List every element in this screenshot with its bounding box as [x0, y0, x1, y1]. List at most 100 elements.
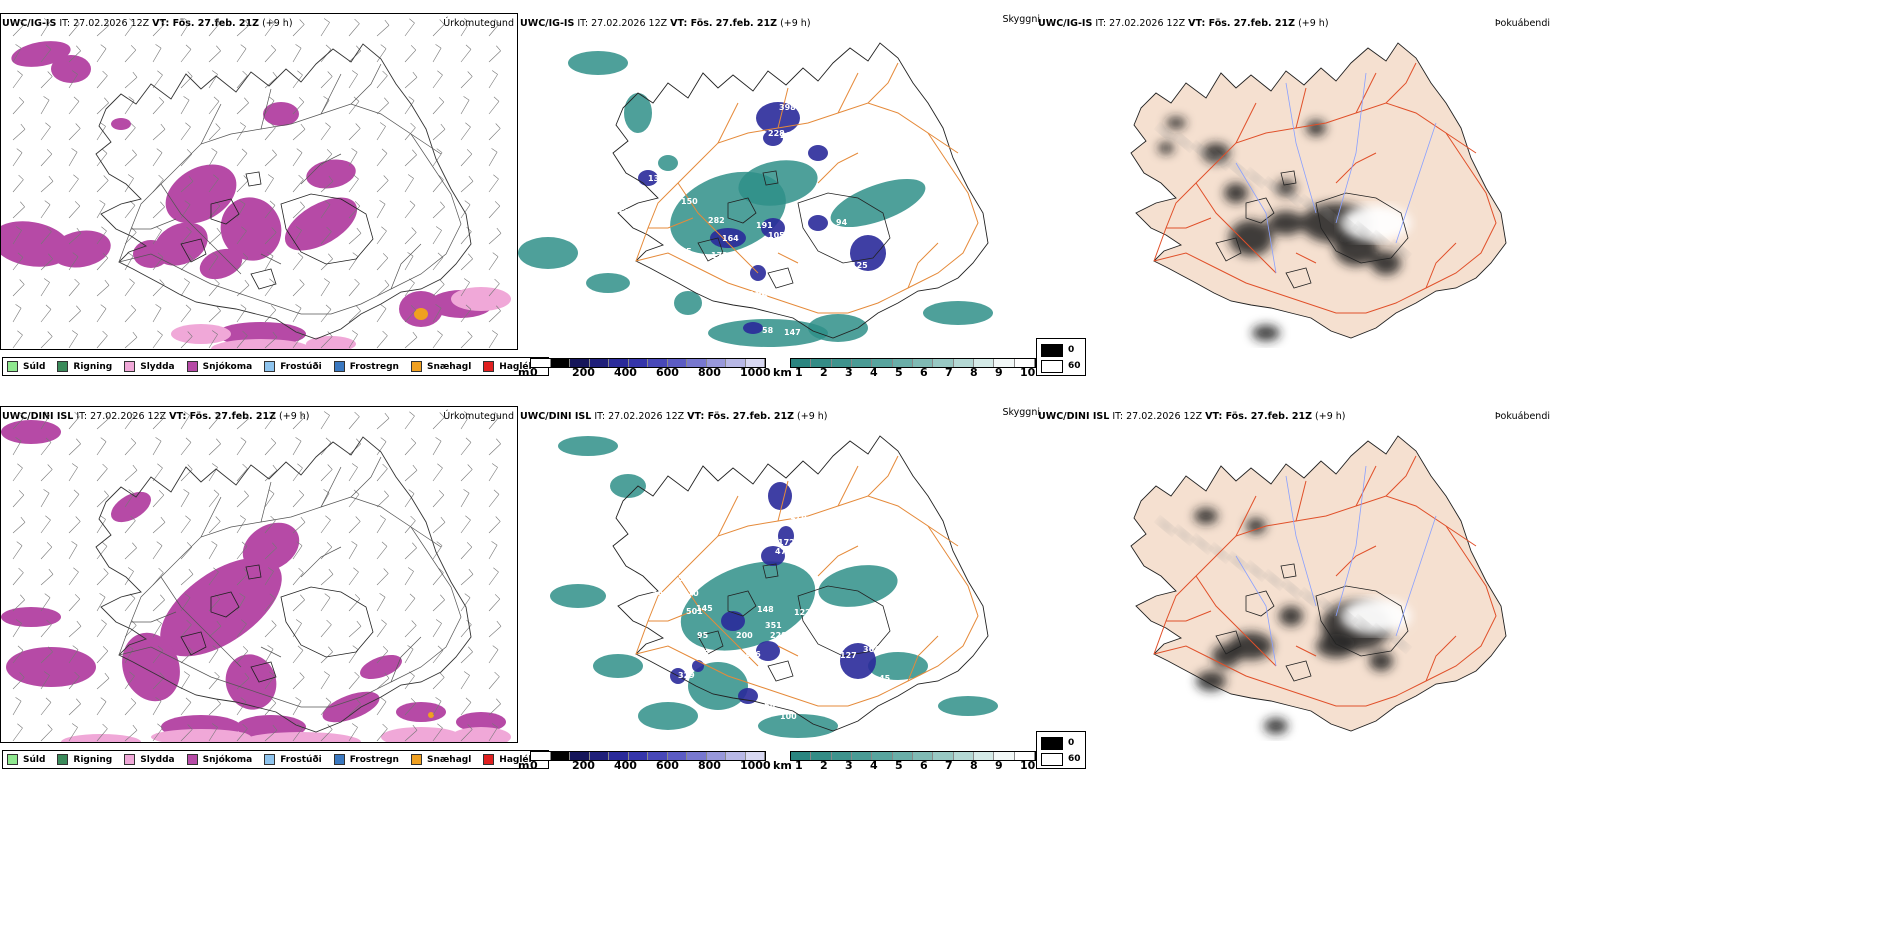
visibility-value: 94	[836, 218, 848, 227]
colorbar-tick: 2	[820, 759, 828, 772]
visibility-value: 80	[753, 243, 765, 252]
colorbar-tick: 0	[530, 759, 538, 772]
panel-title: Úrkomutegund	[443, 411, 514, 422]
visibility-value: 200	[736, 631, 753, 640]
visibility-panel: UWC/IG-IS IT: 27.02.2026 12Z VT: Fös. 27…	[518, 0, 1040, 386]
colorbar-tick: 2	[820, 366, 828, 379]
precip-type-panel: UWC/DINI ISL IT: 27.02.2026 12Z VT: Fös.…	[0, 393, 549, 778]
run-info: UWC/DINI ISL IT: 27.02.2026 12Z VT: Fös.…	[1038, 411, 1346, 422]
visibility-value: 58	[762, 326, 774, 335]
legend-item: Haglél	[483, 361, 532, 372]
colorbar-tick: 6	[920, 366, 928, 379]
visibility-value: 164	[722, 234, 739, 243]
legend-item: Súld	[7, 361, 45, 372]
colorbar-tick: 7	[945, 759, 953, 772]
legend-swatch	[483, 361, 495, 372]
visibility-value: 41	[788, 213, 800, 222]
fog-legend-swatch	[1041, 360, 1063, 373]
legend-swatch	[186, 361, 198, 372]
visibility-panel: UWC/DINI ISL IT: 27.02.2026 12Z VT: Fös.…	[518, 393, 1040, 778]
visibility-value: 171	[813, 551, 830, 560]
visibility-value: 212	[725, 163, 742, 172]
legend-swatch	[410, 361, 422, 372]
visibility-value: 105	[768, 231, 785, 240]
colorbar-unit: km	[773, 759, 792, 772]
fog-map	[1036, 406, 1552, 741]
legend-label: Frostúði	[280, 361, 322, 372]
colorbar-tick: 6	[920, 759, 928, 772]
legend-item: Snjókoma	[186, 361, 253, 372]
fog-legend-label: 0	[1068, 345, 1075, 355]
legend-label: Frostregn	[349, 754, 399, 765]
legend-swatch	[124, 754, 136, 765]
legend-label: Snjókoma	[202, 361, 253, 372]
visibility-value: 108	[730, 276, 747, 285]
visibility-value: 24	[822, 261, 834, 270]
fog-legend: 0 60	[1036, 731, 1086, 769]
legend-item: Snæhagl	[410, 754, 471, 765]
legend-swatch	[57, 754, 69, 765]
visibility-value: 127	[840, 651, 857, 660]
colorbar-tick: 200	[572, 366, 595, 379]
visibility-value: 285	[668, 598, 685, 607]
colorbar-tick: 10	[1020, 759, 1036, 772]
visibility-map: 98 535 176 152 183 172 203 473 171 563 391 270 285 14…	[518, 406, 1034, 741]
visibility-value: 148	[757, 605, 774, 614]
visibility-value: 128	[826, 242, 843, 251]
visibility-value: 172	[672, 685, 689, 694]
colorbar-tick: 400	[614, 366, 637, 379]
colorbar-tick: 800	[698, 366, 721, 379]
panel-title: Skyggni	[1002, 407, 1040, 418]
fog-legend-swatch	[1041, 344, 1063, 357]
panel-title: Skyggni	[1002, 14, 1040, 25]
colorbar-tick: 0	[530, 366, 538, 379]
colorbar-unit: m	[518, 759, 530, 772]
legend-swatch	[57, 361, 69, 372]
run-info: UWC/IG-IS IT: 27.02.2026 12Z VT: Fös. 27…	[1038, 18, 1329, 29]
colorbar-tick: 400	[614, 759, 637, 772]
visibility-value: 227	[785, 687, 802, 696]
visibility-value: 116	[751, 292, 768, 301]
visibility-value: 172	[778, 538, 795, 547]
visibility-value: 364	[863, 645, 880, 654]
precip-map	[0, 406, 518, 743]
visibility-value: 55	[777, 290, 789, 299]
legend-item: Rigning	[57, 361, 112, 372]
colorbar-tick: 4	[870, 366, 878, 379]
fog-legend: 0 60	[1036, 338, 1086, 376]
colorbar-tick: 3	[845, 366, 853, 379]
visibility-colorbar: km 1 2 3 4 5 6 7 8 9 10	[773, 358, 1038, 386]
visibility-value: 104	[856, 616, 873, 625]
visibility-value: 191	[756, 221, 773, 230]
legend-label: Rigning	[73, 361, 113, 372]
visibility-value: 282	[708, 216, 725, 225]
visibility-value: 145	[696, 604, 713, 613]
fog-panel: UWC/IG-IS IT: 27.02.2026 12Z VT: Fös. 27…	[1036, 0, 1554, 385]
visibility-value: 45	[879, 674, 891, 683]
visibility-value: 65	[619, 208, 631, 217]
run-info: UWC/IG-IS IT: 27.02.2026 12Z VT: Fös. 27…	[520, 18, 811, 29]
panel-title: Úrkomutegund	[443, 18, 514, 29]
visibility-value: 150	[681, 197, 698, 206]
legend-item: Rigning	[57, 754, 112, 765]
legend-swatch	[264, 754, 276, 765]
legend-label: Frostregn	[349, 361, 399, 372]
visibility-value: 122	[794, 608, 811, 617]
legend-swatch	[7, 754, 18, 765]
colorbar-tick: 1000	[740, 759, 771, 772]
panel-title: Þokuábendi	[1494, 411, 1550, 422]
colorbar-tick: 600	[656, 759, 679, 772]
run-info: UWC/IG-IS IT: 27.02.2026 12Z VT: Fös. 27…	[2, 18, 293, 29]
precip-type-panel: UWC/IG-IS IT: 27.02.2026 12Z VT: Fös. 27…	[0, 0, 549, 385]
visibility-value: 58	[764, 701, 776, 710]
run-info: UWC/DINI ISL IT: 27.02.2026 12Z VT: Fös.…	[2, 411, 310, 422]
visibility-value: 130	[648, 174, 665, 183]
visibility-value: 100	[780, 712, 797, 721]
colorbar-tick: 1	[795, 759, 803, 772]
legend-item: Frostúði	[264, 754, 322, 765]
visibility-value: 72	[767, 681, 778, 690]
visibility-value: 270	[682, 589, 699, 598]
visibility-value: 208	[816, 607, 833, 616]
legend-swatch	[186, 754, 198, 765]
visibility-value: 501	[686, 607, 703, 616]
